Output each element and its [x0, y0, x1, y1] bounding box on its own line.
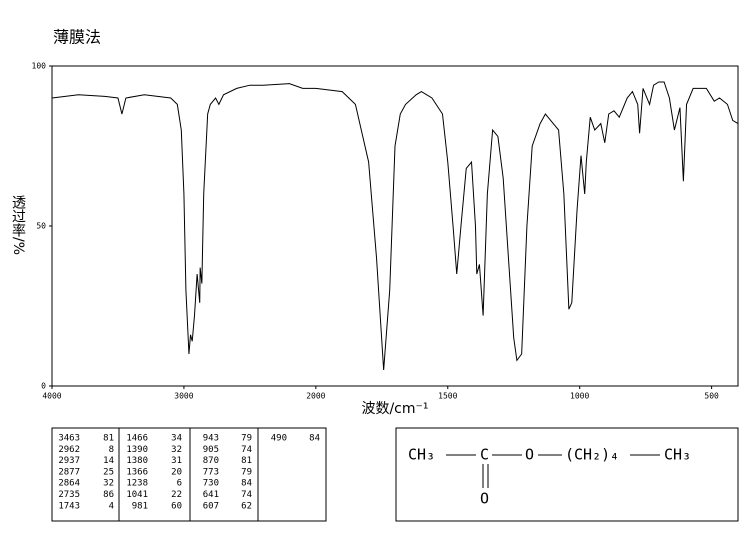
- peak-wavenumber: 2864: [58, 479, 80, 489]
- peak-wavenumber: 2962: [58, 445, 80, 455]
- y-tick-label: 50: [36, 222, 46, 231]
- page-title: 薄膜法: [53, 28, 101, 47]
- x-tick-label: 4000: [42, 392, 61, 401]
- peak-transmittance: 74: [241, 445, 252, 455]
- peak-transmittance: 32: [171, 445, 182, 455]
- peak-wavenumber: 905: [203, 445, 219, 455]
- structure-frame: [395, 427, 739, 522]
- peak-transmittance: 8: [109, 445, 114, 455]
- peak-wavenumber: 870: [203, 456, 219, 466]
- x-tick-label: 2000: [306, 392, 325, 401]
- peak-wavenumber: 607: [203, 501, 219, 511]
- peak-wavenumber: 1041: [126, 490, 148, 500]
- peak-wavenumber: 1366: [126, 467, 148, 477]
- spectrum-line: [51, 81, 739, 371]
- peak-transmittance: 32: [103, 479, 114, 489]
- peak-transmittance: 60: [171, 501, 182, 511]
- peak-transmittance: 25: [103, 467, 114, 477]
- peak-transmittance: 4: [109, 501, 114, 511]
- peak-transmittance: 86: [103, 490, 114, 500]
- peak-transmittance: 84: [241, 479, 252, 489]
- x-tick-label: 1000: [570, 392, 589, 401]
- structure-atom: C: [480, 446, 489, 464]
- peak-transmittance: 81: [241, 456, 252, 466]
- peak-transmittance: 20: [171, 467, 182, 477]
- x-tick-label: 500: [704, 392, 719, 401]
- y-tick-label: 100: [32, 62, 47, 71]
- peak-wavenumber: 2937: [58, 456, 80, 466]
- peak-wavenumber: 1743: [58, 501, 80, 511]
- peak-wavenumber: 730: [203, 479, 219, 489]
- peak-wavenumber: 773: [203, 467, 219, 477]
- structure-group: (CH₂)₄: [565, 446, 619, 464]
- structure-atom: O: [480, 490, 489, 508]
- x-tick-label: 1500: [438, 392, 457, 401]
- structure-atom: O: [525, 446, 534, 464]
- peak-transmittance: 14: [103, 456, 114, 466]
- y-tick-label: 0: [41, 382, 46, 391]
- peak-transmittance: 79: [241, 434, 252, 444]
- y-axis-label: 透过率/%: [10, 195, 26, 255]
- peak-transmittance: 34: [171, 434, 182, 444]
- peak-transmittance: 81: [103, 434, 114, 444]
- x-axis-label: 波数/cm⁻¹: [361, 401, 428, 417]
- peak-transmittance: 62: [241, 501, 252, 511]
- peak-transmittance: 6: [177, 479, 182, 489]
- peak-transmittance: 22: [171, 490, 182, 500]
- peak-wavenumber: 2735: [58, 490, 80, 500]
- peak-transmittance: 74: [241, 490, 252, 500]
- peak-wavenumber: 943: [203, 434, 219, 444]
- peak-wavenumber: 2877: [58, 467, 80, 477]
- peak-wavenumber: 1466: [126, 434, 148, 444]
- peak-wavenumber: 1238: [126, 479, 148, 489]
- x-tick-label: 3000: [174, 392, 193, 401]
- peak-table-frame: [51, 427, 327, 522]
- peak-transmittance: 79: [241, 467, 252, 477]
- plot-frame: [51, 65, 739, 387]
- structure: CH₃ C O (CH₂)₄ CH₃ O: [408, 446, 691, 508]
- peak-wavenumber: 641: [203, 490, 219, 500]
- peak-wavenumber: 981: [132, 501, 148, 511]
- peak-wavenumber: 1390: [126, 445, 148, 455]
- peak-wavenumber: 3463: [58, 434, 80, 444]
- peak-transmittance: 31: [171, 456, 182, 466]
- structure-group: CH₃: [664, 446, 691, 464]
- structure-group: CH₃: [408, 446, 435, 464]
- peak-transmittance: 84: [309, 434, 320, 444]
- peak-wavenumber: 490: [271, 434, 287, 444]
- peak-wavenumber: 1380: [126, 456, 148, 466]
